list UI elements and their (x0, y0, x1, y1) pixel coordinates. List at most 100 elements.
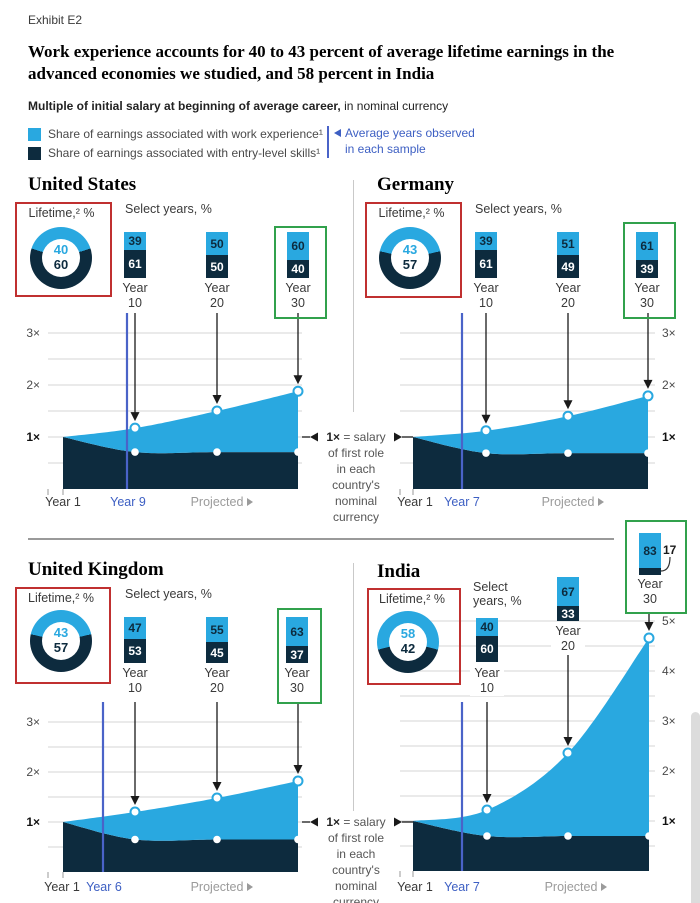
select-years-label: Select years, % (475, 202, 562, 216)
arrow-head-icon (481, 414, 491, 424)
bar-experience-segment: 51 (557, 232, 579, 255)
note-pointer-right-icon (394, 817, 402, 827)
total-multiple-point (129, 806, 141, 818)
legend-observed-line1: Average years observed (345, 126, 475, 140)
legend-work-experience-label: Share of earnings associated with work e… (48, 127, 323, 141)
x-axis-label-text: Projected (190, 495, 244, 509)
country-title: United Kingdom (28, 559, 164, 580)
note-pointer-right-icon (394, 432, 402, 442)
bar-skills-segment: 53 (124, 639, 146, 663)
bar-year-label: Year 20 (551, 624, 585, 654)
bar-year-label: Year 30 (280, 666, 314, 696)
one-x-note-line: of first role (327, 831, 384, 845)
bar-skills-value: 39 (640, 262, 654, 276)
x-axis-label: Year 1 (17, 880, 107, 894)
y-axis-label: 1× (662, 814, 676, 828)
x-axis-label: Projected (177, 880, 267, 894)
bar-experience-value: 83 (643, 543, 657, 558)
x-axis-label: Year 1 (370, 495, 460, 509)
y-axis-label: 3× (26, 326, 40, 340)
bar-experience-segment: 61 (636, 232, 658, 260)
year30-highlight-box (274, 226, 327, 319)
one-x-note-line: in each (336, 462, 376, 476)
select-year-bar: 50 50 (206, 232, 228, 278)
total-multiple-point (643, 632, 655, 644)
callout-connector-line (660, 556, 671, 572)
year30-highlight-box (625, 520, 687, 614)
total-multiple-point (129, 422, 141, 434)
scrollbar[interactable] (691, 712, 700, 903)
observed-line-swatch-icon (327, 126, 329, 158)
one-x-bold: 1× (326, 430, 340, 444)
select-year-bar: 39 61 (475, 232, 497, 278)
bar-experience-segment: 39 (475, 232, 497, 250)
lifetime-donut-chart: 43 57 (30, 610, 92, 672)
bar-skills-value: 37 (290, 647, 304, 662)
one-x-note-line: nominal (334, 879, 378, 893)
x-axis-label: Year 6 (59, 880, 149, 894)
y-axis-label: 3× (26, 715, 40, 729)
arrow-head-icon (212, 395, 222, 404)
subtitle: Multiple of initial salary at beginning … (28, 99, 688, 113)
arrow-head-icon (130, 796, 140, 805)
bar-year-label: Year 30 (633, 577, 667, 607)
lifetime-skills-value: 42 (400, 641, 416, 656)
bar-experience-segment: 50 (206, 232, 228, 255)
lifetime-highlight-box (365, 202, 462, 298)
x-axis-label: Year 7 (417, 495, 507, 509)
bar-skills-segment: 33 (557, 606, 579, 621)
select-year-bar: 40 60 (476, 618, 498, 662)
bar-experience-segment: 47 (124, 617, 146, 639)
bar-skills-segment: 49 (557, 255, 579, 278)
bar-year-label: Year 10 (118, 666, 152, 696)
donut-hole: 40 60 (42, 239, 80, 277)
x-axis-label: Year 7 (417, 880, 507, 894)
donut-hole: 43 57 (391, 239, 429, 277)
arrow-head-icon (293, 765, 303, 774)
bar-year-label: Year 20 (200, 666, 234, 696)
arrow-head-icon (293, 375, 303, 385)
bar-skills-segment (639, 568, 661, 575)
x-axis-label-text: Year 7 (444, 880, 480, 894)
lifetime-label: Lifetime,² % (378, 206, 445, 220)
bar-experience-value: 61 (640, 239, 654, 253)
projected-arrow-icon (247, 498, 254, 506)
x-axis-label: Year 1 (370, 880, 460, 894)
bar-experience-segment: 55 (206, 617, 228, 642)
total-multiple-point (642, 390, 654, 402)
bar-experience-segment: 40 (476, 618, 498, 636)
lifetime-donut-chart: 43 57 (379, 227, 441, 289)
select-year-bar: 61 39 (636, 232, 658, 278)
arrow-head-icon (482, 794, 492, 803)
y-axis-label: 3× (662, 714, 676, 728)
x-axis-label-text: Year 7 (444, 495, 480, 509)
bar-experience-value: 60 (291, 239, 305, 253)
x-axis-label: Projected (177, 495, 267, 509)
entry-level-point (213, 835, 221, 844)
page-title: Work experience accounts for 40 to 43 pe… (28, 42, 615, 84)
bar-year-label: Year 10 (118, 281, 152, 311)
lifetime-experience-value: 58 (400, 626, 416, 642)
bar-experience-value: 63 (290, 624, 304, 639)
one-x-note: 1× = salary of first role in each country's… (320, 814, 392, 903)
arrow-head-icon (563, 400, 573, 410)
bar-year-label: Year 10 (470, 666, 504, 696)
country-title: India (377, 561, 421, 582)
one-x-note-line: country's (332, 478, 380, 492)
bar-skills-segment: 61 (124, 250, 146, 278)
bar-experience-segment: 83 (639, 533, 661, 568)
projected-arrow-icon (247, 883, 254, 891)
work-experience-swatch-icon (28, 127, 41, 141)
lifetime-highlight-box (15, 587, 111, 684)
entry-level-point (294, 448, 302, 456)
country-title: Germany (377, 174, 455, 195)
bar-skills-value: 61 (128, 257, 142, 271)
one-x-bold: 1× (326, 815, 340, 829)
bar-year-label: Year 20 (200, 281, 234, 311)
donut-hole: 58 42 (389, 623, 427, 661)
x-axis-label-text: Year 1 (45, 495, 81, 509)
select-years-label: Select years, % (473, 580, 522, 608)
select-year-bar: 47 53 (124, 617, 146, 663)
entry-level-point (131, 835, 139, 844)
